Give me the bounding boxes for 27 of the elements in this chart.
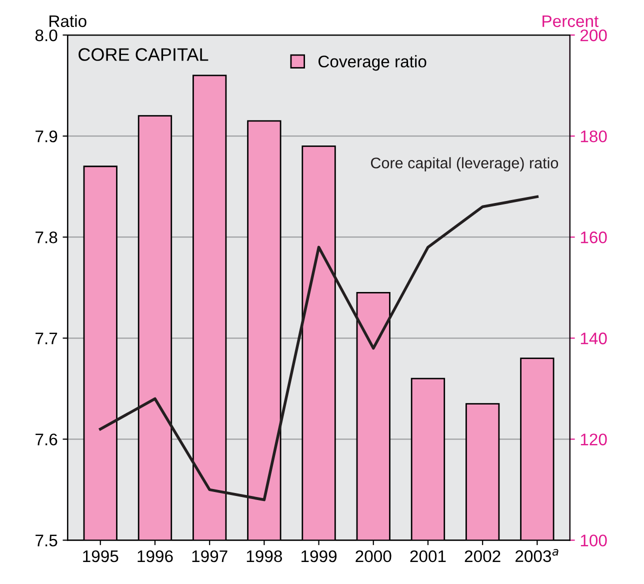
- y-tick-label: 7.8: [36, 232, 58, 244]
- x-tick-label: 2000: [356, 550, 392, 562]
- y2-axis-title: Percent: [542, 15, 599, 28]
- y-tick-label: 8.0: [35, 29, 58, 42]
- text: CORE CAPITAL: [78, 48, 208, 61]
- x-tick-label: 2002: [464, 550, 500, 562]
- y-tick-label: 7.9: [36, 130, 58, 142]
- line-series: [98, 195, 539, 502]
- y-axis-title: Ratio: [50, 14, 86, 28]
- y2-tick-label: 180: [580, 130, 607, 142]
- x-tick-label: 1998: [246, 550, 282, 562]
- y2-tick-label: 160: [580, 232, 607, 244]
- y2-tick-label: 100: [580, 534, 607, 546]
- x-tick-label: 1997: [192, 550, 228, 562]
- text: Core capital (leverage) ratio: [370, 157, 558, 172]
- y2-tick-label: 140: [580, 332, 607, 344]
- y2-tick-label: 120: [580, 434, 607, 446]
- x-tick-label: 1999: [302, 550, 337, 562]
- y2-tick-label: 200: [580, 29, 607, 42]
- x-tick-label: 2003$^{a}$: [516, 549, 558, 562]
- y-tick-label: 7.7: [36, 332, 58, 344]
- y-tick-label: 7.5: [36, 534, 58, 546]
- legend-label: Coverage ratio: [318, 55, 426, 71]
- x-tick-label: 1995: [83, 550, 118, 562]
- x-tick-label: 2001: [410, 550, 446, 562]
- x-tick-label: 1996: [138, 550, 173, 562]
- y-tick-label: 7.6: [36, 434, 58, 446]
